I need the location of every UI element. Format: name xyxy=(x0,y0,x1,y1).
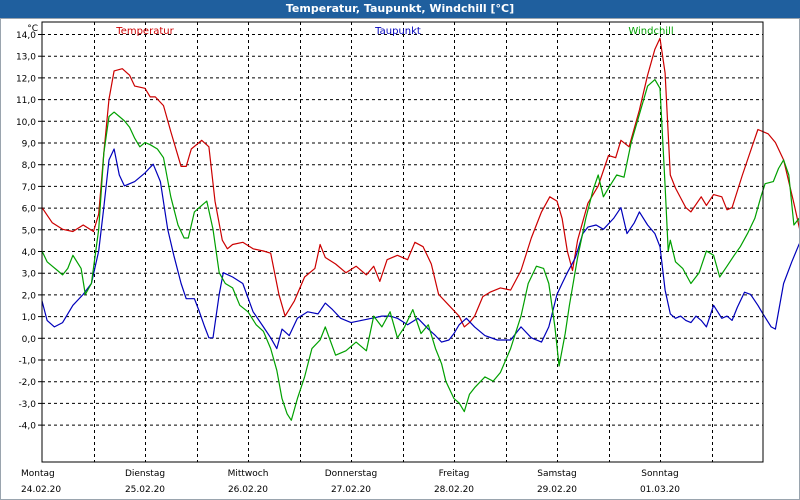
chart-title: Temperatur, Taupunkt, Windchill [°C] xyxy=(0,0,800,18)
plot-border xyxy=(41,21,764,463)
x-tick-label-date: 01.03.20 xyxy=(640,485,680,495)
y-tick-label: 13,0 xyxy=(16,53,36,63)
x-tick-label-day: Dienstag xyxy=(125,469,165,479)
series-line-windchill xyxy=(41,79,799,421)
x-tick-label-day: Samstag xyxy=(537,469,576,479)
y-tick-label: 7,0 xyxy=(22,183,37,193)
y-tick-label: -3,0 xyxy=(18,400,36,410)
y-tick-label: 5,0 xyxy=(22,226,37,236)
legend-taupunkt: Taupunkt xyxy=(374,26,421,37)
y-tick-label: 10,0 xyxy=(16,118,36,128)
y-tick-label: 12,0 xyxy=(16,74,36,84)
chart-frame: 14,0 13,0 12,0 11,0 10,0 9,0 8,0 7,0 6,0 5,0 4,0 3,… xyxy=(0,18,800,500)
y-tick-label: 8,0 xyxy=(22,161,37,171)
x-tick-label-day: Freitag xyxy=(439,469,470,479)
y-tick-label: 0,0 xyxy=(22,335,37,345)
x-tick-label-date: 29.02.20 xyxy=(537,485,577,495)
x-tick-label-date: 27.02.20 xyxy=(331,485,371,495)
series-layer xyxy=(41,37,799,421)
y-tick-label: 6,0 xyxy=(22,205,37,215)
x-tick-label-date: 26.02.20 xyxy=(228,485,268,495)
y-tick-label: 2,0 xyxy=(22,291,37,301)
grid xyxy=(42,22,763,462)
x-tick-label-day: Montag xyxy=(21,469,55,479)
y-tick-label: -2,0 xyxy=(18,378,36,388)
y-tick-label: -4,0 xyxy=(18,422,36,432)
x-tick-label-day: Sonntag xyxy=(641,469,678,479)
x-tick-label-date: 25.02.20 xyxy=(125,485,165,495)
series-line-temperatur xyxy=(41,37,799,328)
axes: 14,0 13,0 12,0 11,0 10,0 9,0 8,0 7,0 6,0 5,0 4,0 3,… xyxy=(16,21,764,495)
y-tick-label: 4,0 xyxy=(22,248,37,258)
x-tick-label-day: Donnerstag xyxy=(325,469,378,479)
y-tick-label: -1,0 xyxy=(18,357,36,367)
y-tick-label: 3,0 xyxy=(22,270,37,280)
y-axis-unit-label: °C xyxy=(27,24,38,34)
x-tick-label-date: 24.02.20 xyxy=(21,485,61,495)
legend-windchill: Windchill xyxy=(628,26,673,37)
series-line-taupunkt xyxy=(41,148,799,350)
y-tick-label: 9,0 xyxy=(22,140,37,150)
y-tick-label: 11,0 xyxy=(16,96,36,106)
y-tick-label: 1,0 xyxy=(22,313,37,323)
x-tick-label-day: Mittwoch xyxy=(228,469,269,479)
legend-temperatur: Temperatur xyxy=(115,26,174,37)
y-tick-label: 14,0 xyxy=(16,31,36,41)
line-chart: 14,0 13,0 12,0 11,0 10,0 9,0 8,0 7,0 6,0 5,0 4,0 3,… xyxy=(16,21,799,495)
x-tick-label-date: 28.02.20 xyxy=(434,485,474,495)
